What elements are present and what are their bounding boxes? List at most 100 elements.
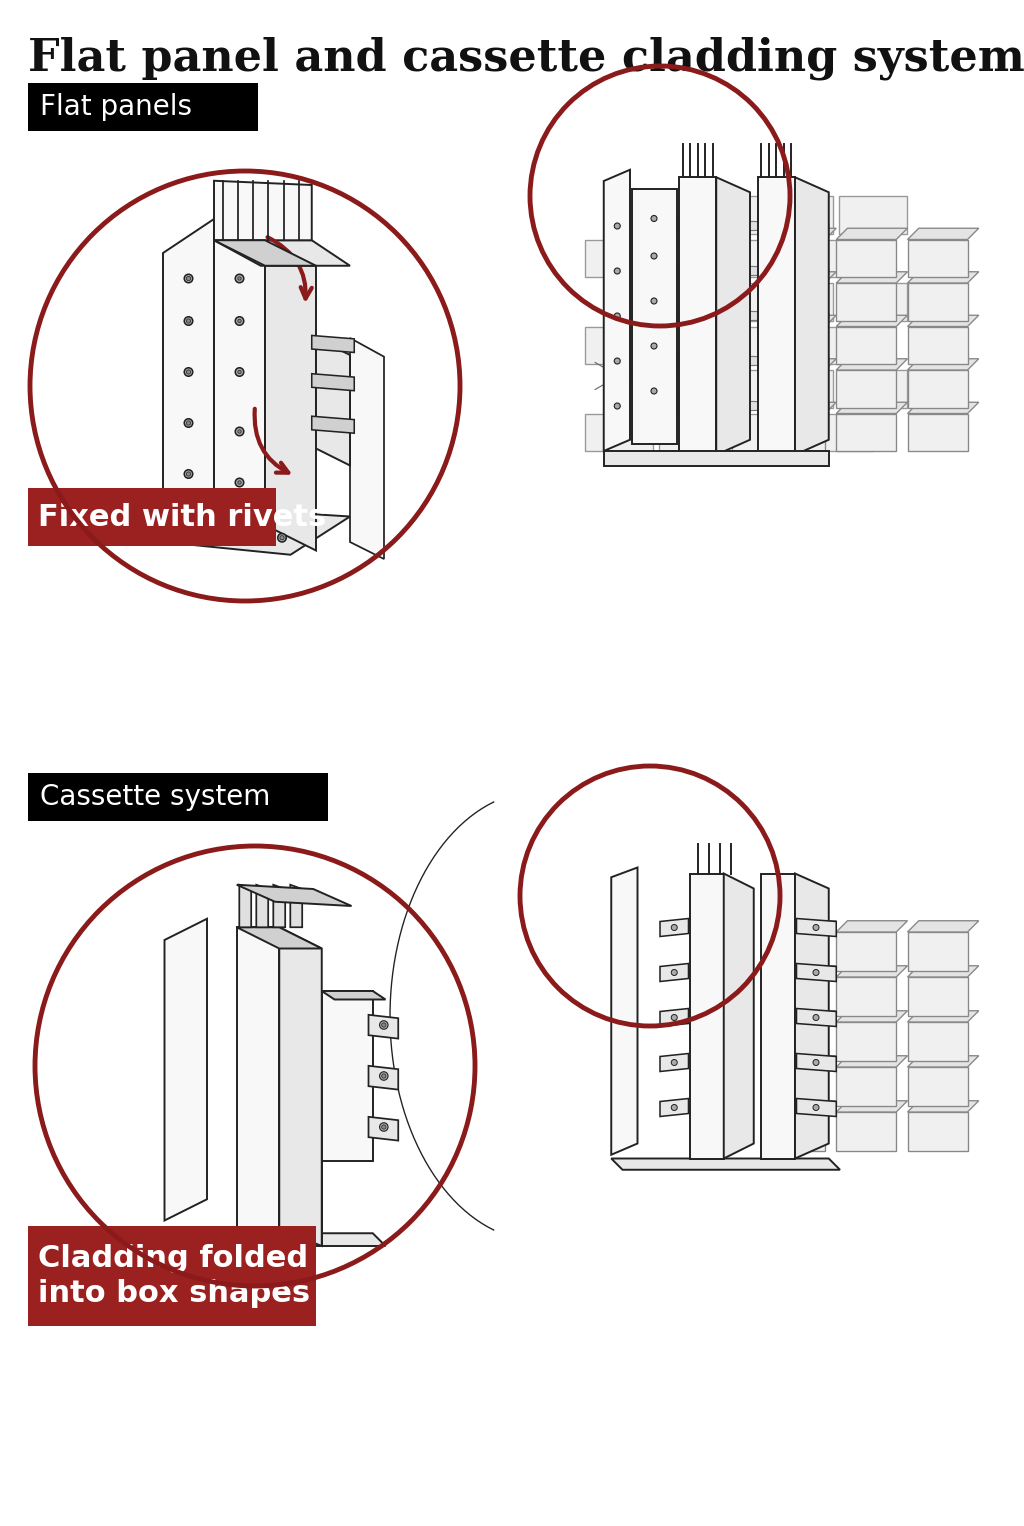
Polygon shape — [165, 1233, 385, 1247]
Polygon shape — [214, 240, 350, 266]
Polygon shape — [765, 1056, 837, 1067]
Polygon shape — [658, 327, 726, 365]
Polygon shape — [840, 369, 906, 407]
Polygon shape — [907, 316, 979, 327]
Polygon shape — [618, 369, 686, 407]
Polygon shape — [290, 885, 302, 928]
Polygon shape — [907, 229, 979, 240]
Circle shape — [813, 1105, 819, 1111]
Polygon shape — [907, 966, 979, 977]
Polygon shape — [765, 414, 825, 452]
Polygon shape — [907, 932, 968, 971]
Polygon shape — [837, 920, 907, 932]
Polygon shape — [273, 885, 286, 928]
Circle shape — [813, 925, 819, 931]
Circle shape — [278, 534, 287, 542]
Circle shape — [184, 470, 193, 478]
Circle shape — [651, 343, 657, 349]
Circle shape — [236, 478, 244, 487]
Polygon shape — [765, 369, 825, 407]
Polygon shape — [765, 359, 837, 369]
Polygon shape — [716, 177, 750, 455]
Polygon shape — [765, 240, 825, 278]
Circle shape — [382, 1125, 386, 1129]
Circle shape — [238, 319, 242, 322]
Polygon shape — [679, 266, 828, 278]
Circle shape — [614, 269, 621, 275]
Text: Cassette system: Cassette system — [40, 783, 270, 810]
Polygon shape — [766, 282, 834, 320]
Polygon shape — [795, 177, 828, 455]
Polygon shape — [837, 229, 907, 240]
Polygon shape — [237, 928, 322, 949]
Circle shape — [382, 1074, 386, 1079]
Polygon shape — [837, 1067, 896, 1106]
Circle shape — [186, 421, 190, 426]
Polygon shape — [322, 990, 385, 1000]
Polygon shape — [837, 359, 907, 369]
Polygon shape — [797, 1053, 837, 1071]
Circle shape — [651, 215, 657, 221]
Polygon shape — [765, 977, 825, 1016]
Polygon shape — [797, 1099, 837, 1117]
Circle shape — [186, 276, 190, 281]
Polygon shape — [765, 1010, 837, 1022]
Polygon shape — [611, 867, 638, 1155]
Circle shape — [651, 388, 657, 394]
Polygon shape — [350, 337, 384, 559]
Polygon shape — [840, 195, 906, 233]
Polygon shape — [237, 928, 280, 1228]
Circle shape — [672, 1059, 677, 1065]
Polygon shape — [690, 873, 724, 1158]
Polygon shape — [316, 337, 350, 465]
Polygon shape — [837, 369, 896, 407]
Polygon shape — [837, 403, 907, 414]
Polygon shape — [585, 414, 652, 452]
Polygon shape — [765, 1067, 825, 1106]
Polygon shape — [907, 1067, 968, 1106]
Polygon shape — [692, 369, 760, 407]
FancyBboxPatch shape — [28, 1225, 316, 1326]
Polygon shape — [322, 990, 373, 1161]
Polygon shape — [907, 282, 968, 320]
Polygon shape — [256, 885, 268, 928]
Polygon shape — [837, 316, 907, 327]
Polygon shape — [765, 327, 825, 365]
FancyBboxPatch shape — [28, 774, 328, 821]
Polygon shape — [765, 316, 837, 327]
Polygon shape — [907, 1100, 979, 1112]
Polygon shape — [907, 920, 979, 932]
Polygon shape — [795, 873, 828, 1158]
Circle shape — [184, 317, 193, 325]
Polygon shape — [907, 1022, 968, 1061]
Circle shape — [236, 275, 244, 282]
Circle shape — [238, 430, 242, 433]
Circle shape — [614, 359, 621, 365]
Text: Flat panel and cassette cladding systems: Flat panel and cassette cladding systems — [28, 37, 1024, 79]
Circle shape — [614, 313, 621, 319]
Circle shape — [238, 276, 242, 281]
Polygon shape — [765, 229, 837, 240]
Polygon shape — [214, 240, 265, 525]
Polygon shape — [806, 240, 873, 278]
Circle shape — [651, 253, 657, 259]
Polygon shape — [837, 414, 896, 452]
Polygon shape — [837, 977, 896, 1016]
Polygon shape — [265, 240, 316, 551]
Polygon shape — [766, 195, 834, 233]
Polygon shape — [758, 177, 795, 455]
Polygon shape — [765, 272, 837, 282]
Polygon shape — [837, 1112, 896, 1151]
Polygon shape — [765, 966, 837, 977]
Polygon shape — [732, 240, 800, 278]
Polygon shape — [658, 414, 726, 452]
Polygon shape — [679, 177, 716, 455]
Polygon shape — [660, 963, 688, 981]
Polygon shape — [163, 220, 214, 542]
FancyBboxPatch shape — [28, 488, 276, 546]
Polygon shape — [837, 327, 896, 365]
Polygon shape — [280, 928, 322, 1247]
Polygon shape — [765, 920, 837, 932]
Polygon shape — [765, 403, 837, 414]
Polygon shape — [837, 932, 896, 971]
